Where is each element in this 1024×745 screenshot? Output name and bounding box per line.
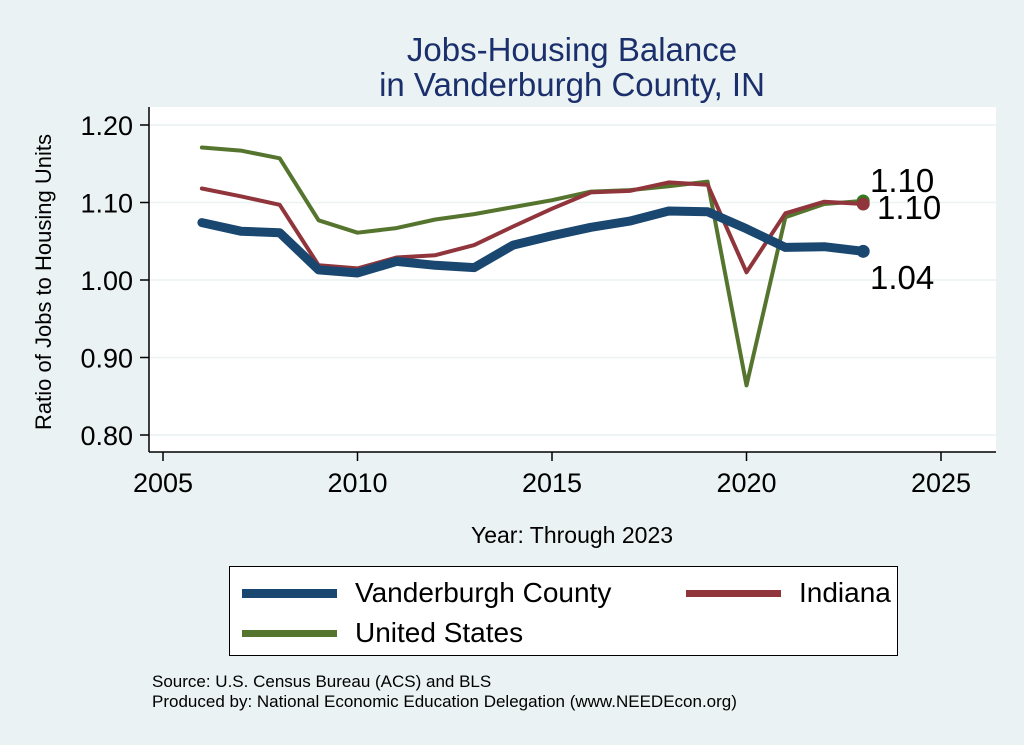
- end-marker-indiana: [856, 197, 870, 211]
- end-label-indiana: 1.10: [877, 189, 941, 226]
- x-tick-label: 2020: [716, 468, 776, 498]
- legend-item-united-states: United States: [242, 617, 523, 649]
- end-label-vanderburgh: 1.04: [870, 259, 934, 296]
- y-tick-label: 0.80: [80, 421, 133, 451]
- x-tick-label: 2025: [911, 468, 971, 498]
- legend-swatch-vanderburgh: [242, 588, 337, 598]
- x-tick-label: 2010: [327, 468, 387, 498]
- y-axis-title: Ratio of Jobs to Housing Units: [31, 134, 56, 430]
- legend-item-indiana: Indiana: [686, 577, 891, 609]
- chart-title-line-1: Jobs-Housing Balance: [406, 31, 738, 68]
- legend-label-vanderburgh: Vanderburgh County: [355, 577, 612, 608]
- end-label-united-states: 1.10: [870, 162, 934, 199]
- legend-swatch-indiana: [686, 589, 781, 597]
- footer-producer: Produced by: National Economic Education…: [152, 692, 737, 711]
- legend-label-indiana: Indiana: [799, 577, 891, 608]
- end-marker-vanderburgh: [856, 244, 870, 258]
- footer-source: Source: U.S. Census Bureau (ACS) and BLS: [152, 672, 492, 691]
- legend-item-vanderburgh: Vanderburgh County: [242, 577, 611, 609]
- legend-label-united-states: United States: [355, 617, 524, 648]
- x-axis-title: Year: Through 2023: [470, 522, 674, 548]
- y-tick-label: 1.10: [80, 189, 133, 219]
- chart-title-line-2: in Vanderburgh County, IN: [379, 66, 765, 103]
- series-line-indiana: [199, 180, 866, 275]
- x-tick-label: 2005: [133, 468, 193, 498]
- series-line-united-states: [199, 145, 866, 388]
- x-tick-label: 2015: [522, 468, 582, 498]
- series-line-vanderburgh: [197, 206, 868, 278]
- legend-swatch-united-states: [242, 629, 337, 637]
- y-tick-label: 1.20: [80, 111, 133, 141]
- y-tick-label: 1.00: [80, 266, 133, 296]
- y-tick-label: 0.90: [80, 344, 133, 374]
- legend: Vanderburgh County Indiana United States: [229, 566, 898, 656]
